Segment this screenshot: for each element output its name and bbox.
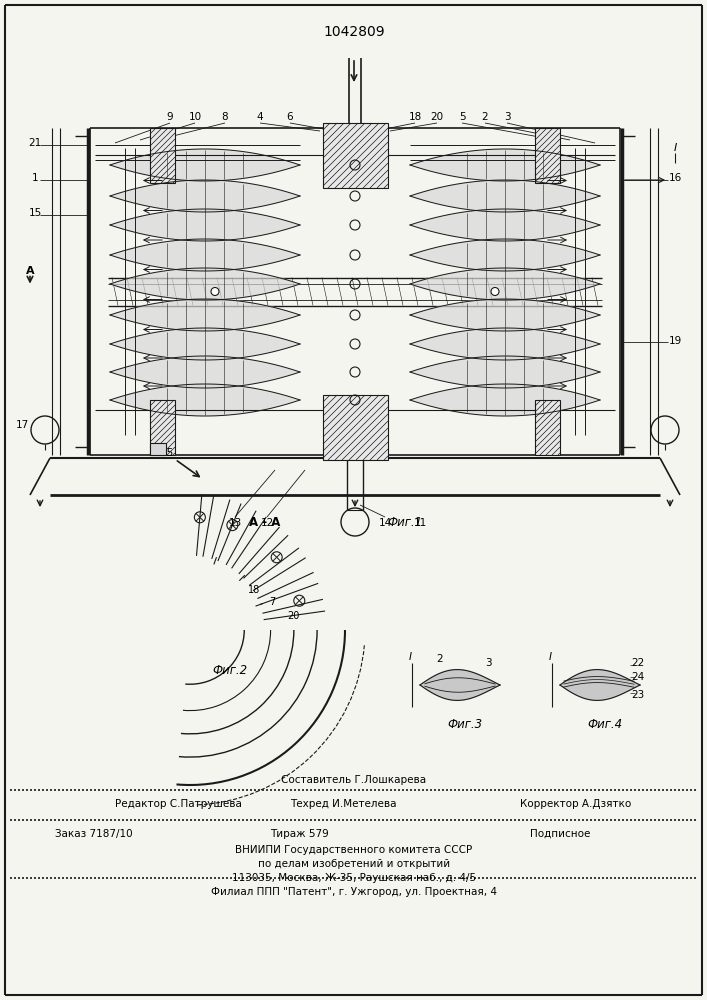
Text: Тираж 579: Тираж 579: [270, 829, 329, 839]
Text: 21: 21: [28, 138, 42, 148]
Bar: [323, 123, 388, 188]
Text: 14: 14: [378, 518, 392, 528]
Text: 13: 13: [228, 518, 242, 528]
Polygon shape: [410, 180, 600, 212]
Bar: [150, 128, 175, 183]
Polygon shape: [110, 268, 300, 300]
Text: 12: 12: [260, 518, 274, 528]
Polygon shape: [110, 384, 300, 416]
Text: 3: 3: [503, 112, 510, 122]
Text: Корректор А.Дзятко: Корректор А.Дзятко: [520, 799, 631, 809]
Text: Фиг.2: Фиг.2: [212, 664, 247, 676]
Polygon shape: [110, 180, 300, 212]
Text: 3: 3: [485, 658, 491, 668]
Polygon shape: [110, 328, 300, 360]
Text: 5: 5: [459, 112, 465, 122]
Text: 24: 24: [631, 672, 645, 682]
Polygon shape: [110, 149, 300, 181]
Text: А: А: [25, 266, 35, 276]
Polygon shape: [110, 299, 300, 331]
Polygon shape: [410, 356, 600, 388]
Text: А - А: А - А: [250, 516, 281, 530]
Text: ВНИИПИ Государственного комитета СССР: ВНИИПИ Государственного комитета СССР: [235, 845, 472, 855]
Text: 113035, Москва, Ж-35, Раушская наб., д. 4/5: 113035, Москва, Ж-35, Раушская наб., д. …: [232, 873, 476, 883]
Bar: [535, 400, 560, 455]
Text: Фиг.4: Фиг.4: [588, 718, 623, 732]
Polygon shape: [410, 328, 600, 360]
Bar: [323, 395, 388, 460]
Polygon shape: [410, 268, 600, 300]
Text: Заказ 7187/10: Заказ 7187/10: [55, 829, 133, 839]
Text: 2: 2: [437, 654, 443, 664]
Text: 19: 19: [668, 336, 682, 347]
Polygon shape: [110, 356, 300, 388]
Text: 1042809: 1042809: [323, 25, 385, 39]
Text: Составитель Г.Лошкарева: Составитель Г.Лошкарева: [281, 775, 426, 785]
Text: 4: 4: [257, 112, 263, 122]
Circle shape: [211, 288, 219, 296]
Polygon shape: [410, 299, 600, 331]
Text: 1: 1: [32, 173, 38, 183]
Text: Филиал ППП "Патент", г. Ужгород, ул. Проектная, 4: Филиал ППП "Патент", г. Ужгород, ул. Про…: [211, 887, 497, 897]
Bar: [150, 400, 175, 455]
Text: 7: 7: [269, 597, 276, 607]
Text: 6: 6: [286, 112, 293, 122]
Polygon shape: [410, 239, 600, 271]
Polygon shape: [560, 670, 640, 700]
Polygon shape: [110, 239, 300, 271]
Polygon shape: [410, 209, 600, 241]
Text: 25: 25: [160, 448, 174, 458]
Text: 2: 2: [481, 112, 489, 122]
Polygon shape: [410, 149, 600, 181]
Text: I: I: [409, 652, 411, 662]
Text: Фиг.3: Фиг.3: [448, 718, 483, 732]
Text: 23: 23: [631, 690, 645, 700]
Text: 18: 18: [409, 112, 421, 122]
Text: I: I: [673, 143, 677, 153]
Text: 9: 9: [167, 112, 173, 122]
Bar: [535, 128, 560, 183]
Polygon shape: [420, 670, 500, 700]
Text: 16: 16: [668, 173, 682, 183]
Text: Редактор С.Патрушева: Редактор С.Патрушева: [115, 799, 242, 809]
Text: 22: 22: [631, 658, 645, 668]
Text: I: I: [549, 652, 551, 662]
Text: 18: 18: [248, 585, 260, 595]
Text: 20: 20: [287, 611, 299, 621]
Text: Фиг.1: Фиг.1: [387, 516, 423, 530]
Text: 10: 10: [189, 112, 201, 122]
Bar: [150, 443, 166, 455]
Text: по делам изобретений и открытий: по делам изобретений и открытий: [258, 859, 450, 869]
Text: 17: 17: [16, 420, 28, 430]
Text: 11: 11: [414, 518, 426, 528]
Text: Техред И.Метелева: Техред И.Метелева: [290, 799, 397, 809]
Text: Подписное: Подписное: [530, 829, 590, 839]
Text: 8: 8: [222, 112, 228, 122]
Polygon shape: [110, 209, 300, 241]
Text: 20: 20: [431, 112, 443, 122]
Text: 15: 15: [28, 208, 42, 218]
Polygon shape: [410, 384, 600, 416]
Circle shape: [491, 288, 499, 296]
